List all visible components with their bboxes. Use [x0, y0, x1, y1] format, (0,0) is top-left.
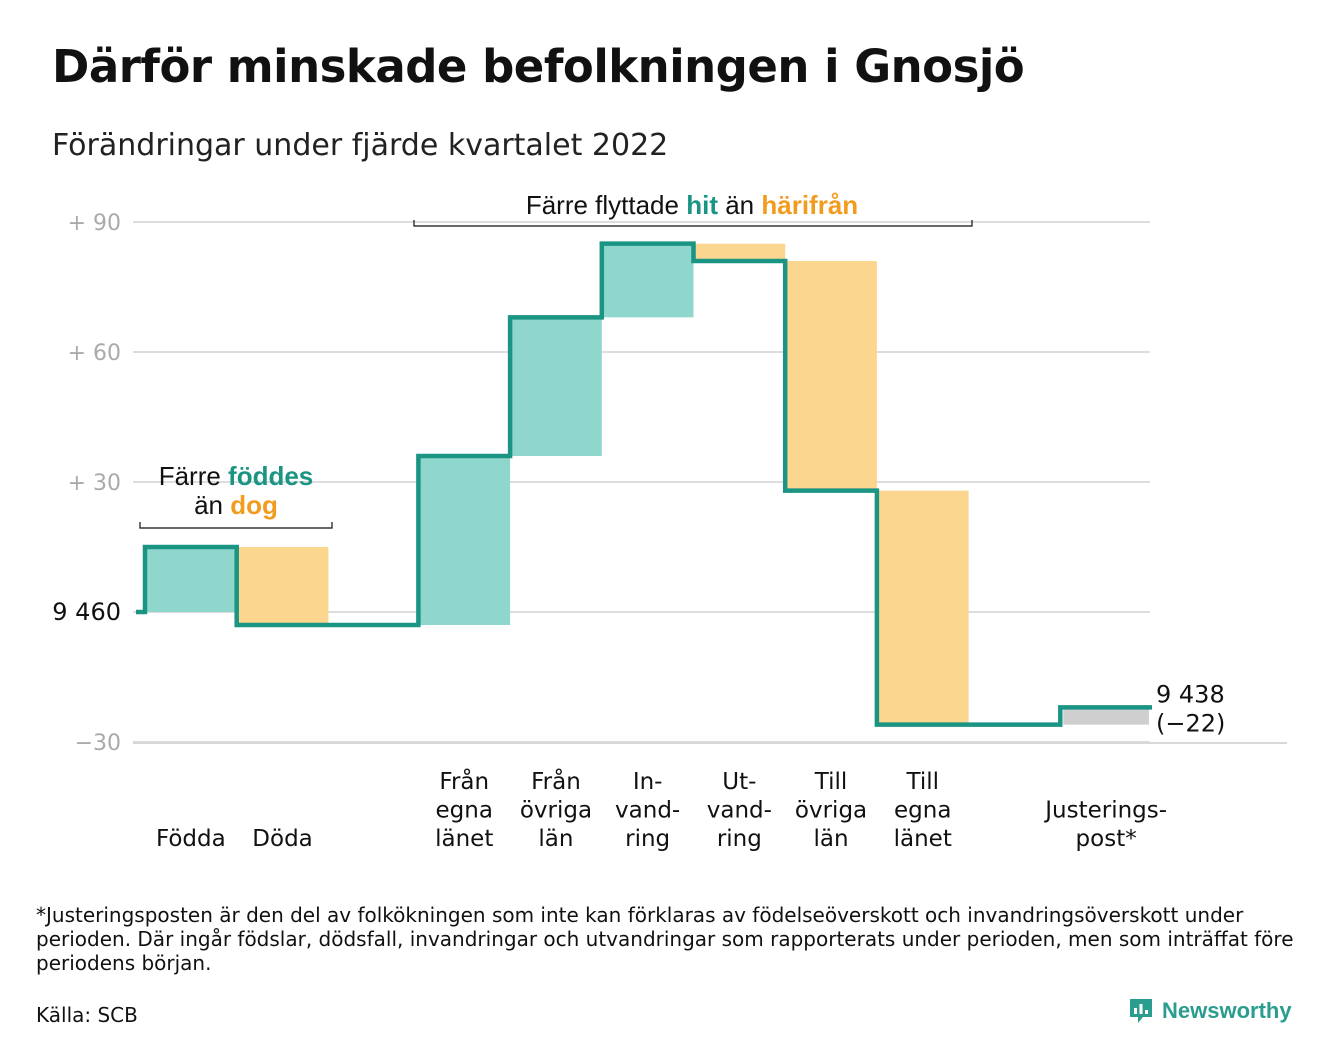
annotation-moves-text-b: hit — [686, 190, 718, 220]
annotation-births-line2: än dog — [194, 490, 278, 520]
bar-8 — [1063, 707, 1149, 725]
source-note: Källa: SCB — [36, 1003, 138, 1027]
brand-name: Newsworthy — [1162, 998, 1292, 1023]
bar-2 — [418, 456, 511, 625]
annotation-births-line1: Färre föddes — [159, 461, 314, 491]
annotation-births-text-b: föddes — [228, 461, 313, 491]
category-label-7-2: länet — [894, 826, 952, 852]
category-label-4-0: In- — [633, 769, 663, 795]
annotation-births-text-c: än — [194, 490, 230, 520]
bar-6 — [785, 261, 877, 491]
annotation-moves-text-a: Färre flyttade — [526, 190, 686, 220]
annotation-moves-line: Färre flyttade hit än härifrån — [526, 190, 858, 220]
y-tick-label-2: + 30 — [68, 471, 121, 496]
bar-5 — [693, 243, 786, 261]
annotation-births-text-a: Färre — [159, 461, 228, 491]
chart-subtitle: Förändringar under fjärde kvartalet 2022 — [52, 128, 669, 163]
category-label-8-1: post* — [1076, 826, 1137, 852]
category-label-7-0: Till — [905, 769, 939, 795]
bar-7 — [876, 490, 969, 725]
end-value-label: 9 438 — [1156, 680, 1225, 708]
annotation-moves-text-d: härifrån — [761, 190, 858, 220]
step-line — [136, 241, 1152, 727]
y-tick-label-1: + 60 — [68, 341, 121, 366]
category-label-8-0: Justerings- — [1043, 798, 1167, 824]
category-label-2-0: Från — [439, 767, 489, 795]
annotation-births-text-d: dog — [230, 490, 278, 520]
bar-3 — [510, 317, 602, 456]
brand-logo: Newsworthy — [1128, 997, 1292, 1025]
category-label-5-2: ring — [717, 826, 762, 852]
waterfall-chart: + 90 + 60 + 30 −30 9 460 9 438(−22) Födda Döda… — [52, 190, 1287, 852]
annotations: Färre föddes än dog Färre flyttade hit ä… — [139, 190, 973, 529]
category-label-5-1: vand- — [707, 798, 772, 824]
category-label-6-1: övriga — [795, 798, 867, 824]
category-label-3-0: Från — [531, 767, 581, 795]
annotation-moves-text-c: än — [718, 190, 761, 220]
bar-0 — [145, 547, 237, 612]
category-label-7-1: egna — [894, 798, 951, 824]
category-label-2-2: länet — [435, 826, 493, 852]
category-label-6-2: län — [814, 826, 849, 852]
category-label-4-1: vand- — [615, 798, 680, 824]
cumulative-line — [136, 241, 1152, 727]
footnote: *Justeringsposten är den del av folkökni… — [36, 903, 1294, 975]
end-change-label: (−22) — [1156, 709, 1225, 737]
annotation-births-bracket — [139, 522, 333, 529]
category-label-6-0: Till — [814, 769, 848, 795]
start-value-label: 9 460 — [52, 598, 121, 626]
category-label-4-2: ring — [625, 826, 670, 852]
category-label-5-0: Ut- — [722, 769, 756, 795]
bar-1 — [236, 547, 329, 625]
y-tick-label-0: + 90 — [68, 211, 121, 236]
category-label-3-2: län — [538, 826, 573, 852]
category-label-2-1: egna — [436, 798, 493, 824]
category-label-0-1: Födda — [156, 826, 226, 852]
y-tick-label-4: −30 — [75, 731, 121, 756]
category-label-1-1: Döda — [252, 826, 312, 852]
annotation-moves-bracket — [413, 220, 973, 227]
category-label-3-1: övriga — [520, 798, 592, 824]
newsworthy-logo-icon — [1130, 999, 1152, 1023]
bars — [145, 243, 1149, 725]
chart-title: Därför minskade befolkningen i Gnosjö — [52, 40, 1025, 93]
bar-4 — [601, 243, 694, 318]
